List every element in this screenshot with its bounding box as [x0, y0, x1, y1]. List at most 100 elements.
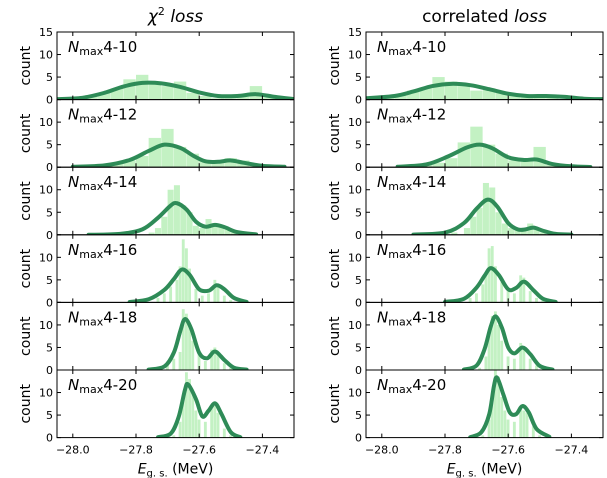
histogram-bar [222, 295, 226, 303]
histogram-bar [199, 95, 212, 100]
histogram-bar [519, 408, 523, 438]
histogram-bar [199, 160, 212, 168]
histogram-bar [188, 324, 191, 370]
histogram-bar [210, 408, 214, 438]
histogram-bar [173, 146, 187, 168]
panel-col2-row5: 0 5 10 count Nmax4-18 [327, 301, 604, 377]
histogram-bar [194, 288, 198, 303]
histogram-bar [519, 342, 523, 370]
y-axis-label: count [18, 46, 34, 86]
x-axis-label: Eg. s. (MeV) [138, 462, 214, 478]
histogram-bar [528, 291, 532, 303]
y-tick-label: 15 [348, 26, 362, 39]
histogram-bar [535, 365, 538, 370]
column-title-2: correlated loss [422, 7, 547, 27]
y-tick-label: 0 [355, 94, 362, 107]
histogram-bar [123, 160, 136, 168]
histogram-bar [192, 225, 199, 235]
y-tick-label: 5 [46, 71, 53, 84]
histogram-bar [181, 309, 185, 370]
density-curve [57, 80, 294, 100]
histogram-bar [490, 315, 494, 370]
panel-col2-row1: 0 5 10 15 count Nmax4-10 [327, 26, 604, 107]
histogram-bar [500, 397, 504, 438]
panel-col1-row2: 0 5 10 count Nmax4-12 [18, 99, 295, 174]
panel-col2-row2: 0 5 10 count Nmax4-12 [327, 99, 604, 174]
histogram-bar [188, 268, 191, 303]
histogram-bar [476, 207, 483, 235]
y-tick-label: 10 [348, 251, 362, 264]
histogram-bar [525, 412, 529, 438]
histogram-bar [184, 248, 188, 303]
y-tick-label: 0 [46, 229, 53, 242]
histogram-bar [224, 228, 231, 235]
histogram-bar [445, 158, 458, 168]
y-tick-label: 5 [46, 341, 53, 354]
y-axis-label: count [327, 181, 343, 221]
histogram-bar [197, 354, 201, 370]
y-tick-label: 10 [39, 387, 53, 400]
histogram-bar [520, 160, 534, 168]
density-curve [86, 200, 259, 235]
histogram-bar [200, 295, 204, 303]
histogram-bar [495, 92, 508, 100]
histogram-bar [178, 351, 182, 370]
histogram-bar [482, 182, 489, 235]
y-tick-label: 5 [355, 139, 362, 152]
histogram-bar [229, 300, 233, 303]
panel-frame [365, 369, 604, 439]
y-tick-label: 10 [348, 387, 362, 400]
histogram-bar [229, 435, 233, 438]
histogram-bar [407, 90, 420, 100]
histogram-bar [508, 228, 515, 235]
panel-label: Nmax4-10 [68, 38, 137, 58]
histogram-bar [506, 291, 510, 303]
y-tick-label: 0 [355, 364, 362, 377]
histogram-bar [184, 372, 188, 438]
density-curve [156, 381, 243, 438]
density-curve [70, 142, 287, 168]
histogram-bar [162, 293, 166, 303]
histogram-bar [203, 421, 207, 438]
panel-label: Nmax4-12 [68, 106, 137, 126]
histogram-bar [506, 356, 510, 370]
histogram-bar [394, 95, 407, 100]
histogram-bar [166, 365, 169, 370]
y-tick-label: 5 [46, 206, 53, 219]
y-tick-label: 10 [39, 116, 53, 129]
histogram-bar [457, 86, 470, 100]
histogram-bar [490, 246, 494, 303]
histogram-bar [178, 421, 182, 438]
histogram-bar [172, 358, 176, 370]
histogram-bar [213, 347, 217, 370]
histogram-bar [216, 286, 220, 303]
histogram-bar [519, 275, 523, 303]
y-tick-label: 10 [39, 319, 53, 332]
histogram-bar [493, 370, 497, 438]
histogram-bar [541, 300, 545, 303]
histogram-bar [506, 419, 510, 438]
histogram-bar [98, 92, 111, 100]
histogram-bar [148, 83, 161, 100]
histogram-bar [262, 97, 275, 100]
y-tick-label: 10 [348, 116, 362, 129]
histogram-bar [497, 376, 500, 438]
y-tick-label: 0 [46, 432, 53, 445]
histogram-bar [493, 311, 497, 370]
histogram-bar [136, 155, 149, 168]
histogram-bar [490, 394, 494, 438]
density-curve [443, 266, 558, 303]
y-axis-label: count [327, 46, 343, 86]
histogram-bar [531, 426, 535, 438]
histogram-bar [484, 273, 488, 303]
density-curve [395, 142, 593, 168]
panel-col2-row6: 0 5 10 count Nmax4-20 [327, 369, 604, 445]
histogram-bar [211, 223, 218, 235]
y-tick-label: 0 [46, 94, 53, 107]
histogram-bar [470, 126, 483, 168]
histogram-bar [191, 340, 195, 370]
x-tick-label: −27.6 [182, 444, 216, 457]
histogram-bar [161, 216, 168, 235]
histogram-bar [520, 230, 527, 235]
x-tick-label: −28.0 [365, 444, 399, 457]
